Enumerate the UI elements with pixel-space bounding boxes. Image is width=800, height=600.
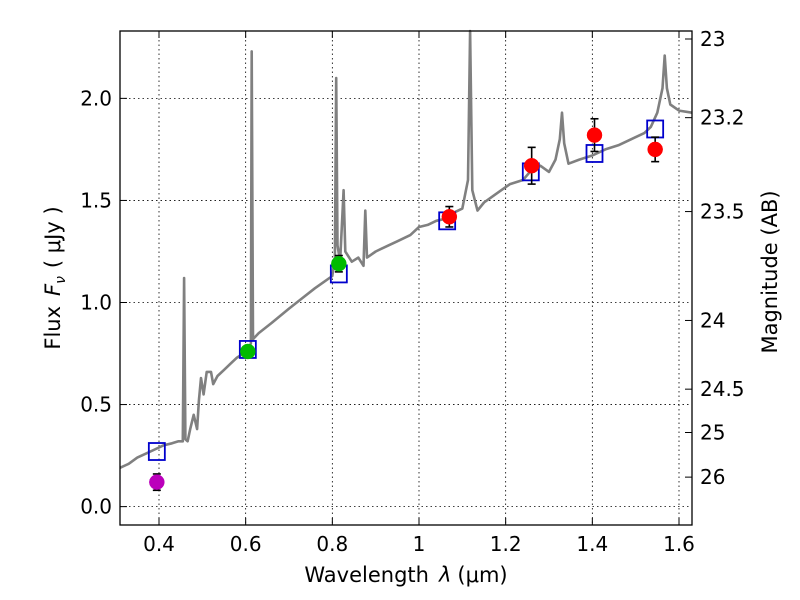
magnitude-tick-label: 23.2 (700, 106, 745, 130)
y-tick-label: 0.0 (80, 495, 112, 519)
magnitude-tick-label: 24 (700, 308, 725, 332)
y-tick-label: 1.5 (80, 188, 112, 212)
observed-flux-point (441, 209, 458, 225)
x-tick-label: 0.6 (230, 532, 262, 556)
x-tick-label: 1 (413, 532, 426, 556)
observed-flux-point (240, 343, 256, 360)
magnitude-tick-label: 24.5 (700, 377, 745, 401)
x-tick-label: 1.4 (576, 532, 608, 556)
magnitude-tick-label: 26 (700, 465, 725, 489)
observed-flux-point (331, 255, 347, 272)
spectrum-line (119, 29, 693, 469)
x-tick-label: 1.6 (663, 532, 695, 556)
magnitude-axis-ticks: 23 23.2 23.5 24 24.5 25 26 (685, 27, 745, 489)
grid-lines (120, 31, 692, 525)
x-tick-label: 1.2 (490, 532, 522, 556)
observed-flux-point (647, 141, 663, 158)
x-tick-label: 0.8 (316, 532, 348, 556)
y-tick-label: 1.0 (80, 290, 112, 314)
y-axis-ticks: 0.0 0.5 1.0 1.5 2.0 (80, 86, 127, 519)
x-tick-label: 0.4 (143, 532, 175, 556)
plot-frame (119, 30, 693, 526)
model-photometry-square (147, 442, 166, 461)
y-tick-label: 0.5 (80, 393, 112, 417)
observed-flux-point (523, 157, 540, 174)
observed-flux-point (586, 127, 603, 143)
observed-flux-point (149, 474, 165, 490)
magnitude-tick-label: 23 (700, 27, 725, 51)
magnitude-tick-label: 25 (700, 421, 725, 445)
x-axis-ticks: 0.4 0.6 0.8 1 1.2 1.4 1.6 (143, 31, 695, 556)
magnitude-axis-label: Magnitude (AB) (758, 190, 782, 353)
x-axis-label: Wavelength λ (μm) (304, 563, 507, 587)
y-axis-label: FluxFν( μJy ) (41, 206, 69, 349)
data-markers (147, 117, 665, 492)
y-tick-label: 2.0 (80, 86, 112, 110)
magnitude-tick-label: 23.5 (700, 200, 745, 224)
model-spectrum (119, 29, 693, 469)
